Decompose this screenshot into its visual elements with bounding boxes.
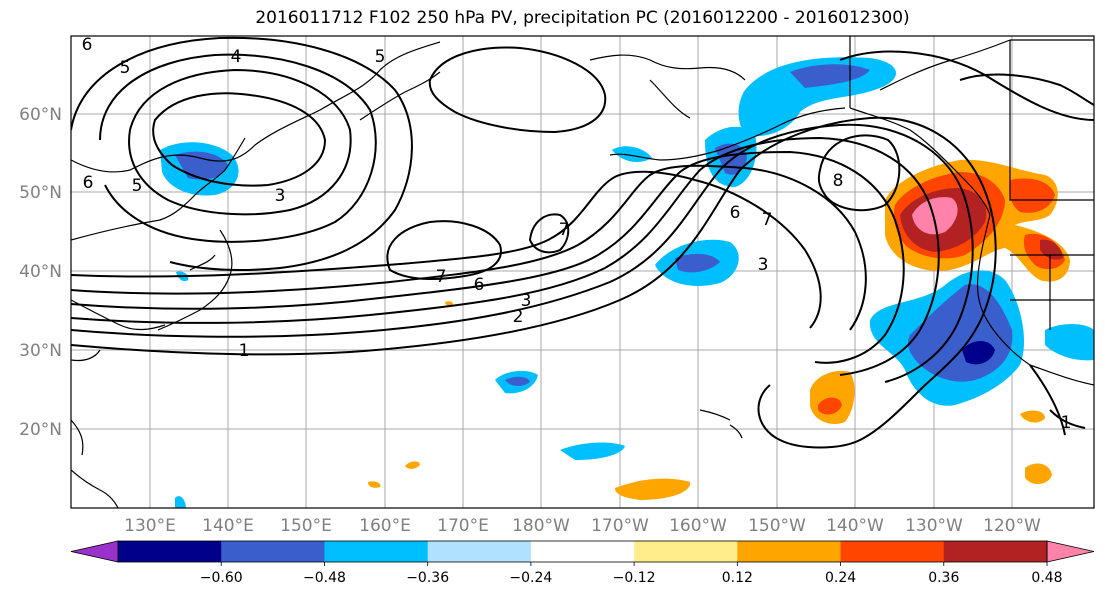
coastlines [71, 36, 1094, 508]
colorbar-tick-label: 0.48 [1031, 570, 1062, 586]
colorbar-tick-label: −0.36 [406, 570, 449, 586]
colorbar-segment [118, 541, 222, 562]
latitude-label: 30°N [19, 341, 62, 361]
contour-label: 5 [375, 47, 386, 67]
longitude-labels: 130°E 140°E 150°E 160°E 170°E 180°W 170°W 160°W… [124, 516, 1041, 536]
precip-anomaly-fills [160, 57, 1094, 508]
longitude-label: 180°W [512, 516, 570, 536]
colorbar-extend-low [70, 540, 119, 563]
colorbar-tick-label: −0.60 [200, 570, 243, 586]
contour-label: 6 [474, 275, 485, 295]
chart-title: 2016011712 F102 250 hPa PV, precipitatio… [255, 8, 910, 28]
contour-label: 4 [231, 47, 242, 67]
colorbar-segment [530, 541, 635, 562]
contour-label: 3 [275, 186, 286, 206]
contour-label: 3 [521, 291, 532, 311]
colorbar-tick-label: −0.48 [303, 570, 346, 586]
latitude-label: 60°N [19, 105, 62, 125]
longitude-label: 130°E [124, 516, 176, 536]
longitude-label: 120°W [983, 516, 1041, 536]
longitude-label: 160°W [669, 516, 727, 536]
colorbar-segment [840, 541, 945, 562]
colorbar-segment [634, 541, 738, 562]
contour-label: 7 [762, 210, 773, 230]
contour-label: 7 [436, 267, 447, 287]
colorbar-segment [737, 541, 842, 562]
contour-label: 6 [82, 35, 93, 55]
colorbar [70, 540, 1095, 563]
contour-label: 5 [120, 58, 131, 78]
contour-label: 2 [513, 307, 524, 327]
longitude-label: 170°W [591, 516, 649, 536]
colorbar-tick-label: −0.24 [509, 570, 552, 586]
contour-label: 8 [833, 171, 844, 191]
colorbar-tick-label: 0.12 [722, 570, 753, 586]
contour-label: 6 [730, 203, 741, 223]
colorbar-segment [427, 541, 532, 562]
colorbar-segment [943, 541, 1048, 562]
longitude-label: 160°E [359, 516, 411, 536]
longitude-label: 130°W [905, 516, 963, 536]
longitude-label: 140°W [826, 516, 884, 536]
map-gridlines [71, 36, 1094, 508]
latitude-label: 50°N [19, 183, 62, 203]
longitude-label: 140°E [202, 516, 254, 536]
colorbar-tick-label: 0.24 [825, 570, 856, 586]
contour-label: 1 [1061, 413, 1072, 433]
colorbar-tick-label: 0.36 [928, 570, 959, 586]
longitude-label: 150°E [280, 516, 332, 536]
contour-label: 6 [83, 173, 94, 193]
colorbar-tick-label: −0.12 [613, 570, 656, 586]
colorbar-segment [221, 541, 325, 562]
colorbar-segment [324, 541, 429, 562]
map-frame [70, 35, 1095, 509]
contour-label: 1 [239, 341, 250, 361]
colorbar-tick-labels: −0.60 −0.48 −0.36 −0.24 −0.12 0.12 0.24 0.36 0.4… [200, 562, 1063, 586]
contour-label: 3 [758, 255, 769, 275]
longitude-label: 170°E [437, 516, 489, 536]
latitude-label: 40°N [19, 262, 62, 282]
latitude-labels: 60°N 50°N 40°N 30°N 20°N [19, 105, 62, 440]
colorbar-frame [117, 540, 1048, 563]
colorbar-extend-high [1046, 540, 1095, 563]
pv-contours [71, 36, 1094, 449]
contour-label: 5 [132, 176, 143, 196]
latitude-label: 20°N [19, 420, 62, 440]
longitude-label: 150°W [748, 516, 806, 536]
contour-label: 7 [559, 220, 570, 240]
